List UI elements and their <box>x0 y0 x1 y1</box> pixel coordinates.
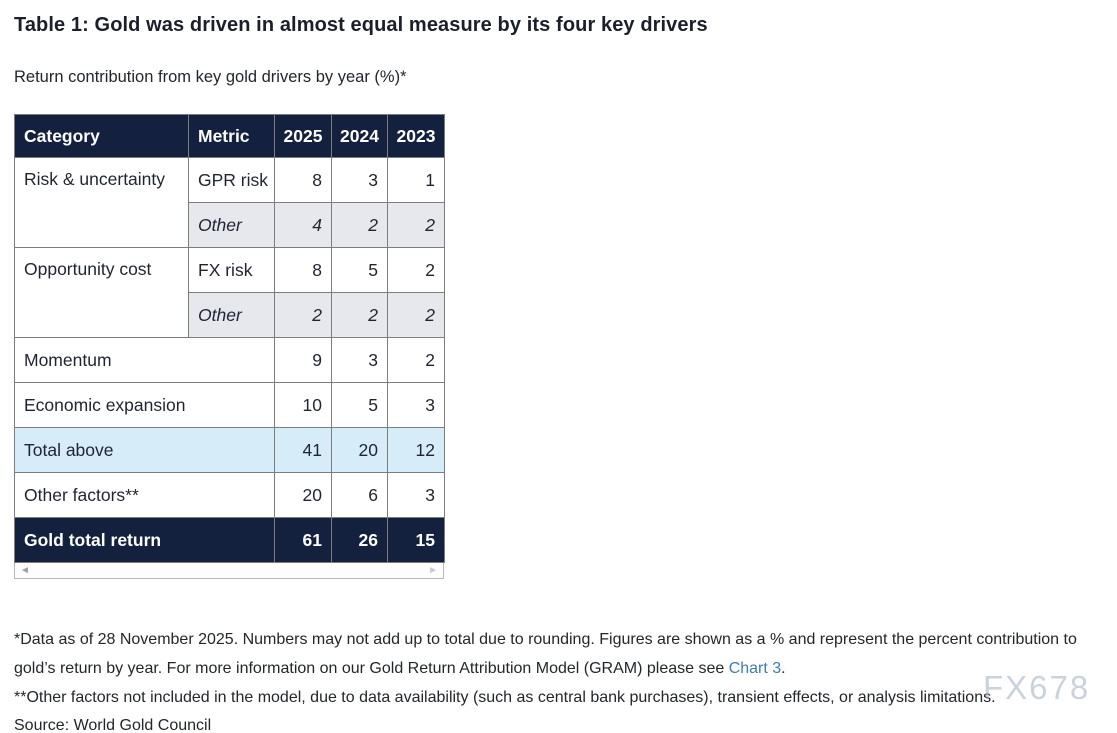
table-row-gpr-risk: Risk & uncertainty GPR risk 8 3 1 <box>14 157 445 248</box>
table-row-fx-risk: Opportunity cost FX risk 8 5 2 <box>14 247 445 338</box>
value-cell: 20 <box>331 427 388 473</box>
value-cell: 20 <box>274 472 332 518</box>
metric-cell: GPR risk <box>188 157 275 203</box>
col-header-metric: Metric <box>188 114 275 158</box>
value-cell: 3 <box>331 337 388 383</box>
value-cell: 8 <box>274 157 332 203</box>
value-cell: 10 <box>274 382 332 428</box>
value-cell: 2 <box>331 202 388 248</box>
source-line: Source: World Gold Council <box>14 717 212 733</box>
footnote-text-end: . <box>781 659 786 677</box>
category-cell: Gold total return <box>14 517 275 563</box>
horizontal-scrollbar[interactable]: ◄ ► <box>14 563 444 579</box>
page-title: Table 1: Gold was driven in almost equal… <box>14 14 708 36</box>
value-cell: 5 <box>331 247 388 293</box>
scroll-right-arrow-icon[interactable]: ► <box>428 564 438 576</box>
value-cell: 6 <box>331 472 388 518</box>
value-cell: 15 <box>387 517 445 563</box>
footnote-data-note: *Data as of 28 November 2025. Numbers ma… <box>14 626 1103 684</box>
col-header-2023: 2023 <box>387 114 445 158</box>
metric-cell: Other <box>188 292 275 338</box>
col-header-category: Category <box>14 114 189 158</box>
table-subtitle: Return contribution from key gold driver… <box>14 68 407 86</box>
value-cell: 4 <box>274 202 332 248</box>
value-cell: 61 <box>274 517 332 563</box>
value-cell: 41 <box>274 427 332 473</box>
value-cell: 26 <box>331 517 388 563</box>
value-cell: 9 <box>274 337 332 383</box>
table-row-total-above: Total above 41 20 12 <box>14 427 445 473</box>
table-row-economic-expansion: Economic expansion 10 5 3 <box>14 382 445 428</box>
table-row-gold-total-return: Gold total return 61 26 15 <box>14 517 445 563</box>
footnotes-block: *Data as of 28 November 2025. Numbers ma… <box>14 626 1103 733</box>
table-header-row: Category Metric 2025 2024 2023 <box>14 114 445 158</box>
value-cell: 3 <box>387 382 445 428</box>
scroll-left-arrow-icon[interactable]: ◄ <box>20 564 30 576</box>
table-row-other-factors: Other factors** 20 6 3 <box>14 472 445 518</box>
category-cell: Total above <box>14 427 275 473</box>
metric-cell: Other <box>188 202 275 248</box>
value-cell: 8 <box>274 247 332 293</box>
value-cell: 2 <box>274 292 332 338</box>
value-cell: 2 <box>331 292 388 338</box>
value-cell: 1 <box>387 157 445 203</box>
value-cell: 2 <box>387 202 445 248</box>
footnote-other-factors: **Other factors not included in the mode… <box>14 688 996 706</box>
table-row-risk-other: Other 4 2 2 <box>15 202 445 248</box>
gold-drivers-table: Category Metric 2025 2024 2023 Risk & un… <box>14 114 445 563</box>
value-cell: 3 <box>331 157 388 203</box>
category-cell: Economic expansion <box>14 382 275 428</box>
col-header-2025: 2025 <box>274 114 332 158</box>
value-cell: 2 <box>387 247 445 293</box>
value-cell: 2 <box>387 292 445 338</box>
value-cell: 5 <box>331 382 388 428</box>
footnote-text: *Data as of 28 November 2025. Numbers ma… <box>14 631 1077 677</box>
category-cell: Opportunity cost <box>14 247 189 338</box>
category-cell: Risk & uncertainty <box>14 157 189 248</box>
table-row-momentum: Momentum 9 3 2 <box>14 337 445 383</box>
value-cell: 2 <box>387 337 445 383</box>
col-header-2024: 2024 <box>331 114 388 158</box>
metric-cell: FX risk <box>188 247 275 293</box>
category-cell: Other factors** <box>14 472 275 518</box>
gold-drivers-table-container: Category Metric 2025 2024 2023 Risk & un… <box>14 114 445 579</box>
chart-3-link[interactable]: Chart 3 <box>728 659 782 677</box>
value-cell: 12 <box>387 427 445 473</box>
category-cell: Momentum <box>14 337 275 383</box>
value-cell: 3 <box>387 472 445 518</box>
